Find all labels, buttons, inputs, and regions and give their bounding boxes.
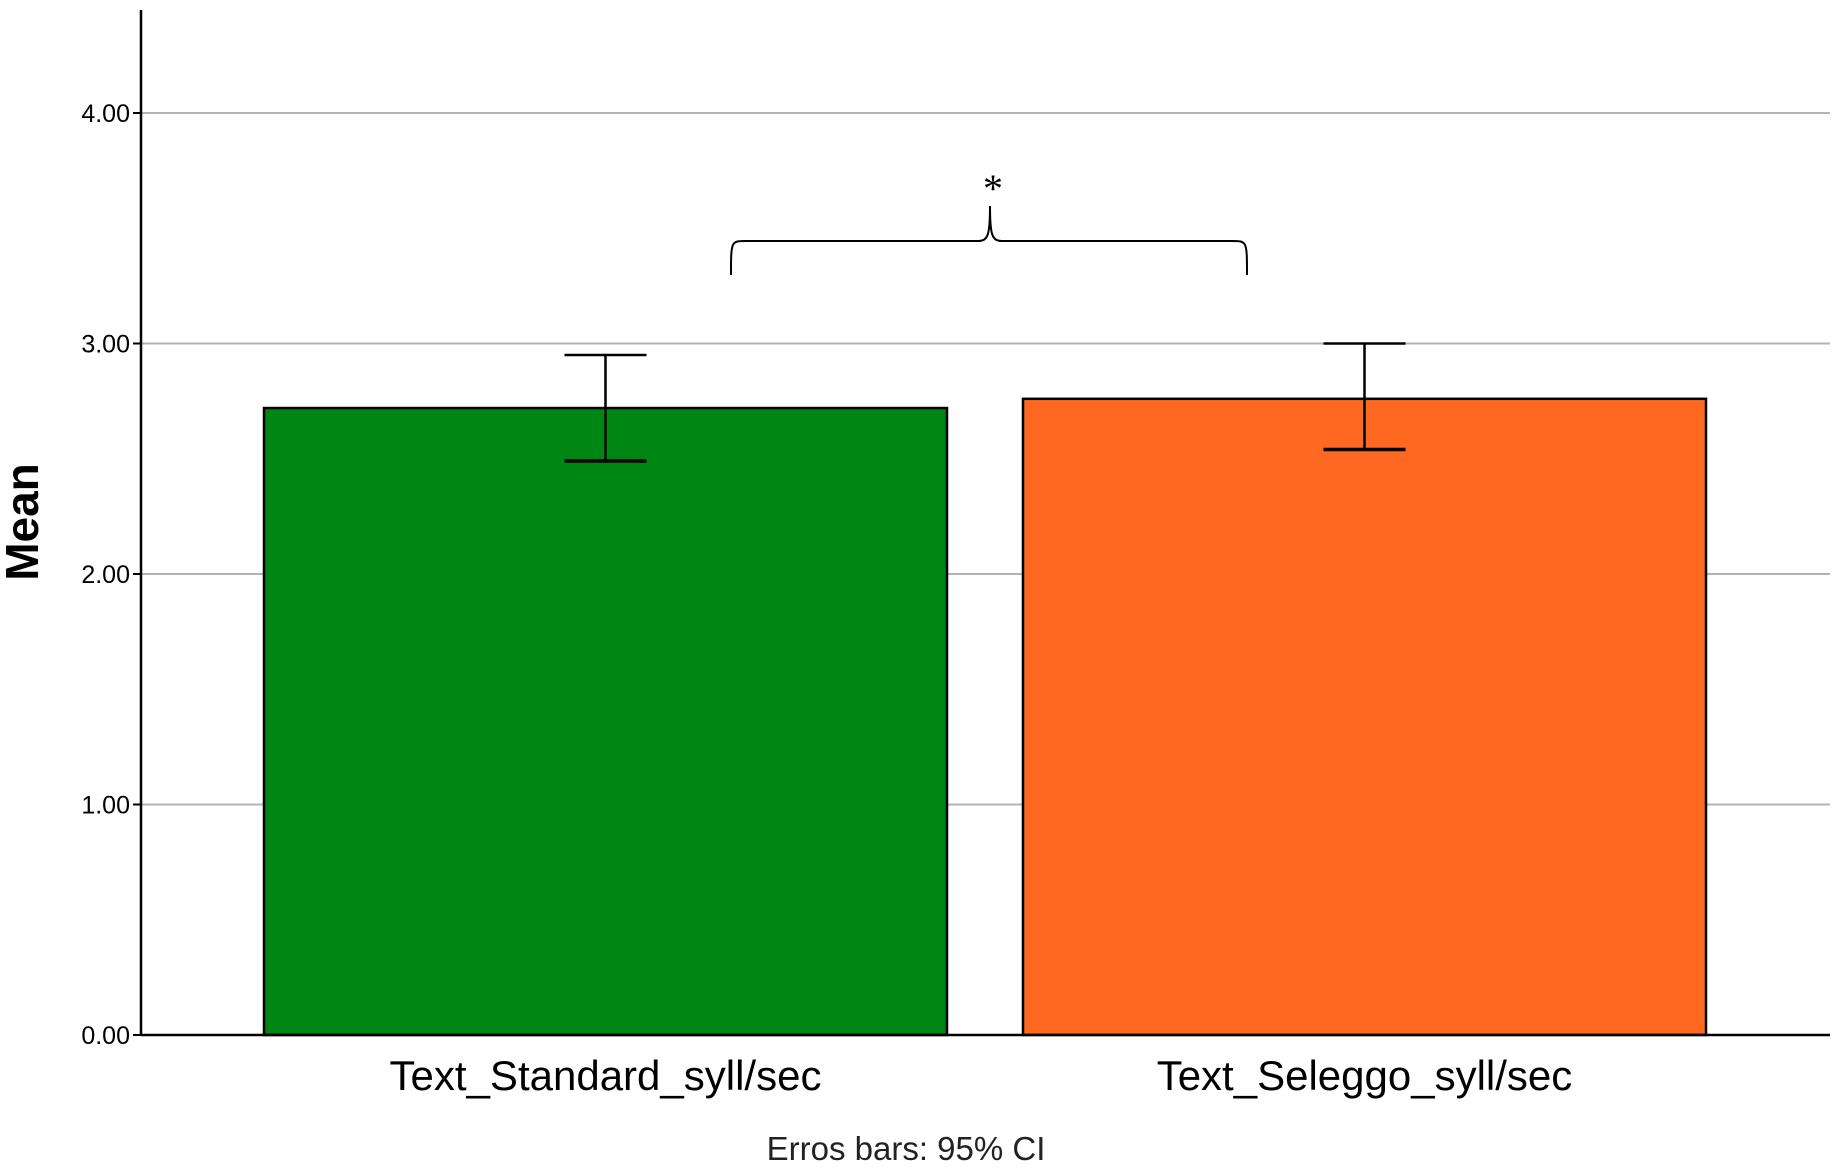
bars	[262, 397, 1708, 1037]
y-tick-label-0: 0.00	[81, 1022, 130, 1050]
significance-marker: *	[983, 166, 1003, 211]
y-tick-labels: 0.00 1.00 2.00 3.00 4.00	[81, 100, 141, 1050]
x-category-labels: Text_Standard_syll/sec Text_Seleggo_syll/…	[390, 1052, 1573, 1099]
error-bar-footnote: Erros bars: 95% CI	[767, 1130, 1046, 1167]
significance-bracket	[730, 205, 1248, 276]
bar-0	[262, 406, 949, 1037]
y-axis-title: Mean	[0, 463, 48, 581]
y-tick-label-3: 3.00	[81, 331, 130, 359]
x-category-label-1: Text_Seleggo_syll/sec	[1157, 1052, 1573, 1099]
y-tick-label-4: 4.00	[81, 100, 130, 128]
error-bars	[564, 342, 1406, 463]
x-category-label-0: Text_Standard_syll/sec	[390, 1052, 822, 1099]
bar-1	[1021, 397, 1708, 1037]
axes	[139, 10, 1830, 1037]
y-tick-label-1: 1.00	[81, 792, 130, 820]
y-tick-label-2: 2.00	[81, 561, 130, 589]
